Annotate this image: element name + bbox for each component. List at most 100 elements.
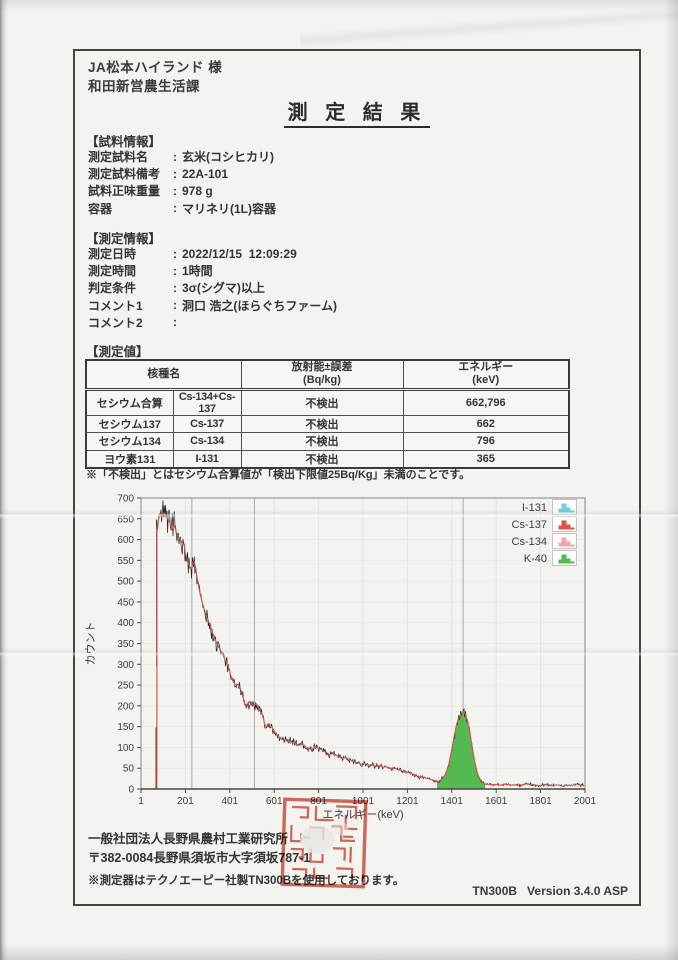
header-energy: エネルギー (keV) xyxy=(402,359,570,391)
table-row: セシウム137 Cs-137 不検出 662 xyxy=(85,414,570,433)
info-colon: : xyxy=(173,280,177,295)
info-value-1: 22A-101 xyxy=(182,166,229,181)
cell-code: Cs-134+Cs-137 xyxy=(172,388,242,416)
info-colon: : xyxy=(173,298,177,313)
info-value-3: マリネリ(1L)容器 xyxy=(182,201,276,216)
legend-peak-icon xyxy=(554,554,575,564)
x-axis-label: エネルギー(keV) xyxy=(322,808,403,821)
x-tick-label: 201 xyxy=(177,796,194,807)
y-tick-label: 700 xyxy=(117,494,134,505)
laboratory-name: 一般社団法人長野県農村工業研究所 xyxy=(88,832,289,846)
measure-info-rows: 測定日時:2022/12/15 12:09:29 測定時間:1時間 判定条件:3σ(… xyxy=(88,245,337,331)
y-tick-label: 0 xyxy=(128,785,134,796)
info-row: 測定時間:1時間 xyxy=(88,262,337,279)
cell-name: セシウム134 xyxy=(85,432,174,451)
info-value-3: 洞口 浩之(ほらぐちファーム) xyxy=(182,298,337,313)
info-label-2: 試料正味重量 xyxy=(88,184,161,199)
section-heading-measure-info: 【測定情報】 xyxy=(86,232,162,246)
cell-activity: 不検出 xyxy=(240,449,404,468)
legend-label: Cs-134 xyxy=(512,536,547,548)
scan-edge-left xyxy=(0,0,8,960)
info-colon: : xyxy=(173,201,177,216)
info-row: 判定条件:3σ(シグマ)以上 xyxy=(88,279,337,296)
y-tick-label: 600 xyxy=(117,535,134,546)
table-row: セシウム合算 Cs-134+Cs-137 不検出 662,796 xyxy=(85,388,570,416)
y-tick-label: 100 xyxy=(117,743,134,754)
page-border-frame xyxy=(73,49,641,906)
detection-limit-note: ※「不検出」とはセシウム合算値が「検出下限値25Bq/Kg」未満のことです。 xyxy=(86,469,471,481)
info-label-1: 測定時間 xyxy=(88,264,137,279)
cell-name: ヨウ素131 xyxy=(85,449,174,468)
legend-peak-icon xyxy=(554,520,575,530)
y-tick-label: 400 xyxy=(117,618,134,629)
info-label-2: 判定条件 xyxy=(88,281,137,296)
info-value-2: 978 g xyxy=(182,183,213,198)
info-row: コメント1: 洞口 浩之(ほらぐちファーム) xyxy=(88,297,337,314)
y-tick-label: 650 xyxy=(117,514,134,525)
x-tick-label: 401 xyxy=(221,796,238,807)
stamp-ink-fade xyxy=(300,825,335,854)
legend-label: K-40 xyxy=(524,553,547,565)
y-tick-label: 450 xyxy=(117,597,134,608)
x-tick-label: 1 xyxy=(138,796,144,807)
info-row: 測定試料備考:22A-101 xyxy=(88,165,276,182)
legend-label: I-131 xyxy=(522,502,547,514)
section-heading-sample-info: 【試料情報】 xyxy=(86,135,162,149)
y-tick-label: 150 xyxy=(117,722,134,733)
k40-peak-fill xyxy=(437,711,486,789)
legend-peak-icon xyxy=(554,537,575,547)
header-activity: 放射能±誤差 (Bq/kg) xyxy=(240,359,404,391)
y-tick-label: 200 xyxy=(117,701,134,712)
cell-code: I-131 xyxy=(172,449,242,468)
table-row: ヨウ素131 I-131 不検出 365 xyxy=(85,449,570,468)
cell-energy: 796 xyxy=(402,432,570,451)
page-title: 測 定 結 果 xyxy=(73,96,641,128)
info-value-0: 2022/12/15 12:09:29 xyxy=(182,246,297,261)
y-tick-label: 350 xyxy=(117,639,134,650)
table-row: セシウム134 Cs-134 不検出 796 xyxy=(85,432,570,451)
info-colon: : xyxy=(173,315,177,330)
info-colon: : xyxy=(173,263,177,278)
info-colon: : xyxy=(173,246,177,261)
software-version: TN300B Version 3.4.0 ASP xyxy=(472,884,628,898)
info-row: 試料正味重量:978 g xyxy=(88,182,276,199)
info-colon: : xyxy=(173,183,177,198)
info-colon: : xyxy=(173,166,177,181)
y-tick-label: 300 xyxy=(117,660,134,671)
spectrum-smooth-trace xyxy=(156,513,585,790)
red-seal-stamp xyxy=(280,797,368,889)
cell-name: セシウム合算 xyxy=(85,388,174,416)
info-row: 測定試料名: 玄米(コシヒカリ) xyxy=(88,148,276,165)
info-colon: : xyxy=(173,149,177,164)
y-tick-label: 250 xyxy=(117,681,134,692)
info-value-2: 3σ(シグマ)以上 xyxy=(182,281,265,296)
info-label-0: 測定日時 xyxy=(88,247,137,262)
info-label-4: コメント2 xyxy=(88,315,143,330)
y-tick-label: 550 xyxy=(117,556,134,567)
page-title-text: 測 定 結 果 xyxy=(283,102,431,128)
x-tick-label: 1801 xyxy=(529,796,552,807)
results-table-header-row: 核種名 放射能±誤差 (Bq/kg) エネルギー (keV) xyxy=(85,359,570,391)
results-table-body: セシウム合算 Cs-134+Cs-137 不検出 662,796 セシウム137 Cs-1… xyxy=(85,388,570,468)
cell-code: Cs-137 xyxy=(172,414,242,433)
cell-energy: 365 xyxy=(402,449,570,468)
section-heading-results: 【測定値】 xyxy=(86,345,149,359)
cell-code: Cs-134 xyxy=(172,432,242,451)
x-tick-label: 2001 xyxy=(574,796,597,807)
info-label-0: 測定試料名 xyxy=(88,150,149,165)
info-row: コメント2: xyxy=(88,314,337,331)
info-value-0: 玄米(コシヒカリ) xyxy=(182,150,274,165)
info-label-3: コメント1 xyxy=(88,298,143,313)
legend-label: Cs-137 xyxy=(512,519,547,531)
x-tick-label: 1201 xyxy=(396,796,419,807)
x-tick-label: 1401 xyxy=(441,796,464,807)
y-tick-label: 50 xyxy=(123,764,135,775)
sample-info-rows: 測定試料名: 玄米(コシヒカリ) 測定試料備考:22A-101 試料正味重量:978 … xyxy=(88,148,276,217)
recipient-department: 和田新営農生活課 xyxy=(88,79,200,94)
scan-edge-right xyxy=(664,0,678,960)
y-tick-label: 500 xyxy=(117,577,134,588)
spectrum-raw-trace xyxy=(156,500,585,790)
spectrum-chart: 1 201 401 601 801 1001 1201 1401 1601 1801 2001050… xyxy=(84,494,597,822)
y-axis-label: カウント xyxy=(84,622,97,666)
